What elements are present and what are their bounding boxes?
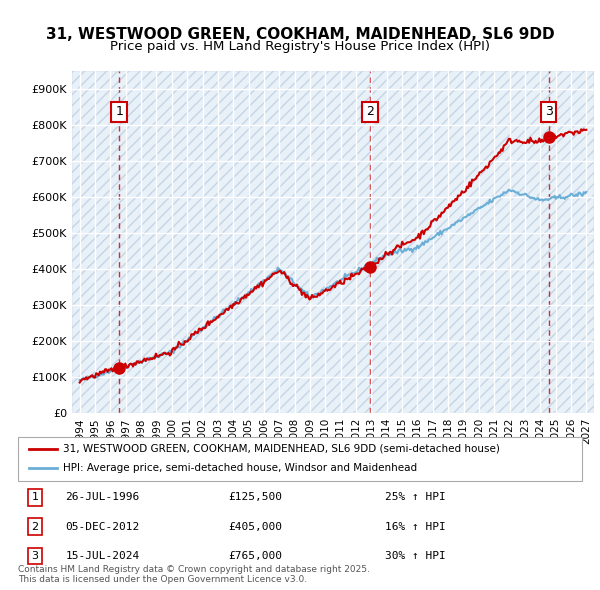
Text: 1: 1 bbox=[31, 492, 38, 502]
Text: 2: 2 bbox=[31, 522, 38, 532]
Text: 30% ↑ HPI: 30% ↑ HPI bbox=[385, 551, 445, 561]
Text: 2: 2 bbox=[366, 106, 374, 119]
Text: 26-JUL-1996: 26-JUL-1996 bbox=[65, 492, 140, 502]
Text: HPI: Average price, semi-detached house, Windsor and Maidenhead: HPI: Average price, semi-detached house,… bbox=[63, 464, 417, 473]
Text: £405,000: £405,000 bbox=[228, 522, 282, 532]
FancyBboxPatch shape bbox=[18, 437, 582, 481]
Text: 05-DEC-2012: 05-DEC-2012 bbox=[65, 522, 140, 532]
Text: 25% ↑ HPI: 25% ↑ HPI bbox=[385, 492, 445, 502]
Text: 1: 1 bbox=[115, 106, 123, 119]
Text: 31, WESTWOOD GREEN, COOKHAM, MAIDENHEAD, SL6 9DD: 31, WESTWOOD GREEN, COOKHAM, MAIDENHEAD,… bbox=[46, 27, 554, 41]
Text: £765,000: £765,000 bbox=[228, 551, 282, 561]
Text: 3: 3 bbox=[31, 551, 38, 561]
Text: 16% ↑ HPI: 16% ↑ HPI bbox=[385, 522, 445, 532]
Text: 15-JUL-2024: 15-JUL-2024 bbox=[65, 551, 140, 561]
Text: 31, WESTWOOD GREEN, COOKHAM, MAIDENHEAD, SL6 9DD (semi-detached house): 31, WESTWOOD GREEN, COOKHAM, MAIDENHEAD,… bbox=[63, 444, 500, 454]
Text: Price paid vs. HM Land Registry's House Price Index (HPI): Price paid vs. HM Land Registry's House … bbox=[110, 40, 490, 53]
Text: 3: 3 bbox=[545, 106, 553, 119]
Text: Contains HM Land Registry data © Crown copyright and database right 2025.
This d: Contains HM Land Registry data © Crown c… bbox=[18, 565, 370, 584]
Text: £125,500: £125,500 bbox=[228, 492, 282, 502]
